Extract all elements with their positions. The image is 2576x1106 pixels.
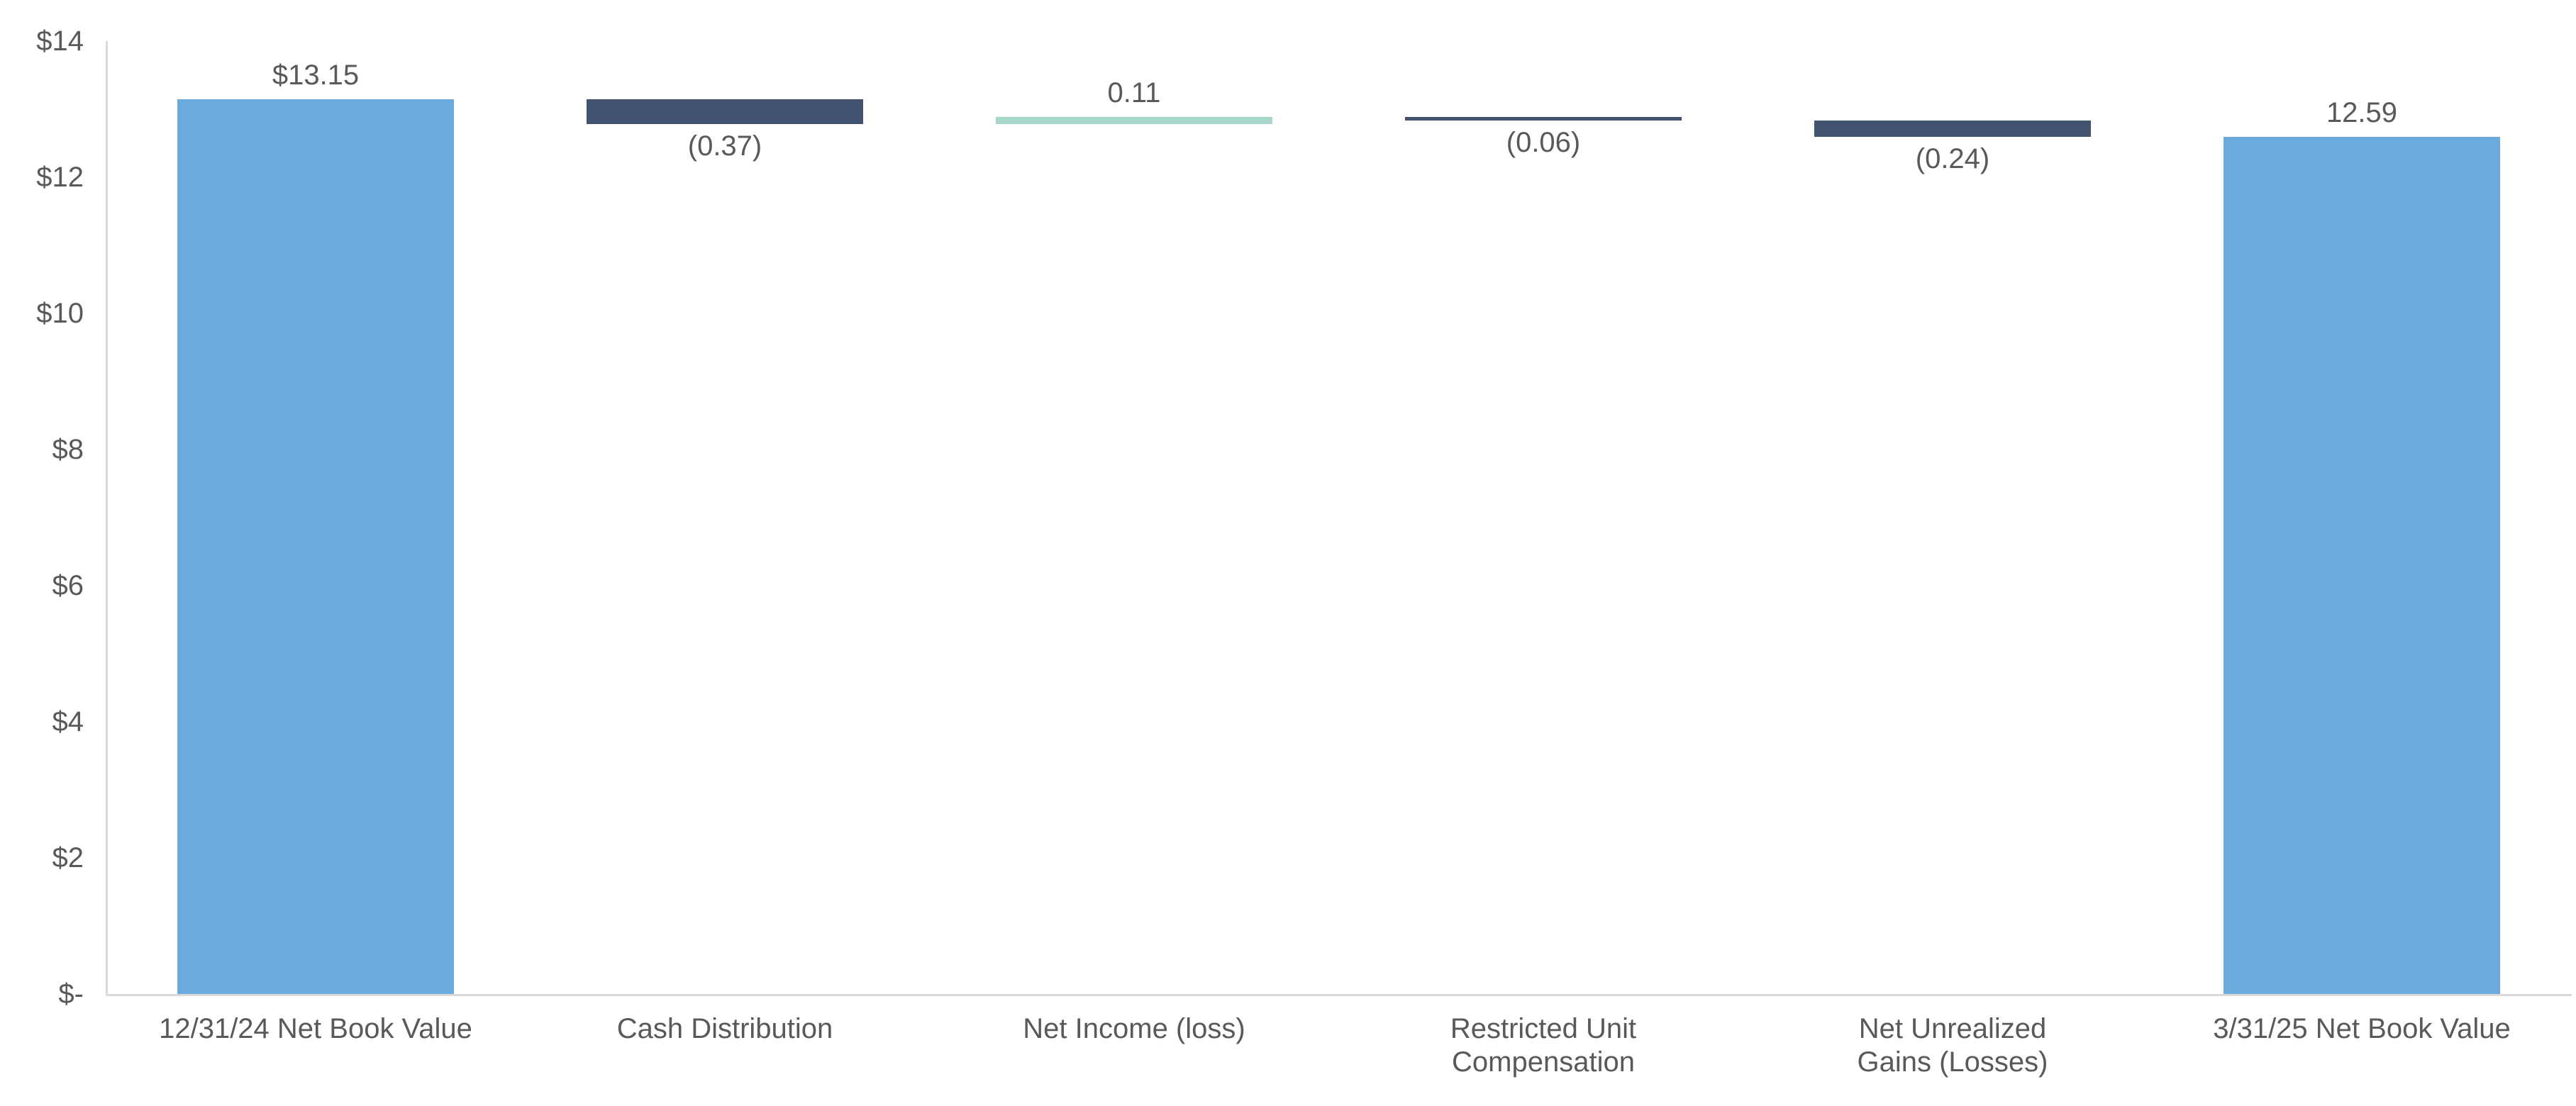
x-axis-line <box>106 994 2572 996</box>
bar-5 <box>1814 121 2091 138</box>
bar-value-label: 12.59 <box>2326 97 2398 129</box>
y-tick-label: $4 <box>52 706 84 737</box>
bar-2 <box>587 99 863 125</box>
y-tick-label: $14 <box>36 26 84 57</box>
bar-6 <box>2224 137 2500 994</box>
x-axis-category-label: 12/31/24 Net Book Value <box>159 1013 472 1044</box>
bar-value-label: (0.37) <box>687 130 762 162</box>
x-axis-category-label: Cash Distribution <box>616 1013 833 1044</box>
x-axis-category-label: 3/31/25 Net Book Value <box>2213 1013 2511 1044</box>
x-axis-category-label: Restricted Unit Compensation <box>1450 1013 1637 1078</box>
y-tick-label: $2 <box>52 842 84 873</box>
x-axis-category-label: Net Unrealized Gains (Losses) <box>1857 1013 2048 1078</box>
bar-3 <box>996 116 1272 125</box>
y-tick-label: $8 <box>52 434 84 465</box>
bar-1 <box>177 99 454 994</box>
bar-value-label: $13.15 <box>272 59 360 91</box>
bar-value-label: (0.24) <box>1915 143 1990 175</box>
x-axis-category-label: Net Income (loss) <box>1023 1013 1245 1044</box>
y-axis-line <box>106 41 108 996</box>
y-tick-label: $10 <box>36 298 84 329</box>
bar-value-label: (0.06) <box>1506 127 1581 159</box>
bar-4 <box>1405 116 1682 121</box>
bar-value-label: 0.11 <box>1107 77 1161 108</box>
y-tick-label: $- <box>58 978 84 1010</box>
y-tick-label: $6 <box>52 570 84 601</box>
y-tick-label: $12 <box>36 162 84 193</box>
